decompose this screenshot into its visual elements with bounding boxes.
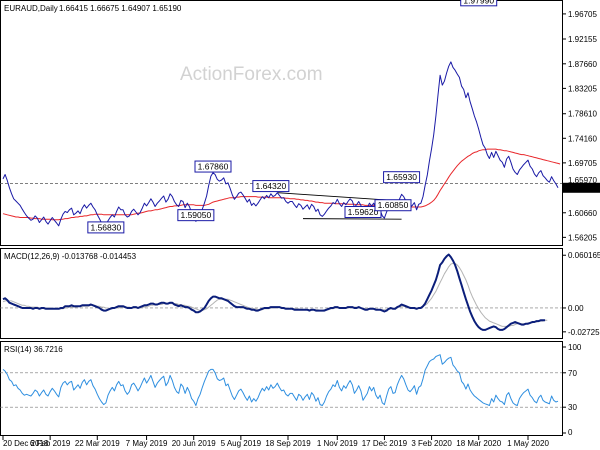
- macd-title: MACD(12,26,9) -0.013768 -0.014453: [4, 252, 137, 261]
- price-annotation-box: [252, 180, 290, 193]
- rsi-title: RSI(14) 36.7216: [4, 345, 63, 354]
- rsi-y-tick-label: 100: [568, 343, 582, 352]
- rsi-y-tick-label: 70: [568, 369, 577, 378]
- time-tick-label: 3 Feb 2020: [411, 439, 452, 448]
- price-panel: ActionForex.com EURAUD,Daily 1.66415 1.6…: [0, 0, 600, 246]
- price-y-tick-label: 1.60660: [568, 209, 597, 218]
- macd-marks: [0, 253, 562, 331]
- price-annotation-box: [194, 160, 232, 173]
- time-tick-label: 6 Feb 2019: [30, 439, 71, 448]
- price-annotation: 1.67860: [194, 160, 232, 173]
- rsi-y-tick-label: 0: [568, 428, 573, 437]
- price-annotation-text: 1.60850: [378, 200, 409, 210]
- price-annotation-text: 1.64320: [255, 181, 286, 191]
- price-y-tick-label: 1.96705: [568, 10, 597, 19]
- time-tick-label: 1 Nov 2019: [317, 439, 358, 448]
- price-annotation-text: 1.56830: [90, 222, 121, 232]
- price-panel-frame: [0, 0, 563, 246]
- rsi-y-tick-label: 30: [568, 403, 577, 412]
- price-annotation-box: [344, 206, 382, 219]
- time-tick-label: 20 Dec 2018: [3, 439, 49, 448]
- price-annotation: 1.59050: [177, 209, 215, 222]
- macd-y-tick-label: 0.00: [568, 304, 584, 313]
- watermark: ActionForex.com: [180, 64, 323, 85]
- time-tick-label: 5 Aug 2019: [221, 439, 262, 448]
- price-annotation: 1.59620: [344, 206, 382, 219]
- time-tick-label: 18 Sep 2019: [265, 439, 311, 448]
- rsi-y-axis: 100 70 30 0: [562, 343, 582, 437]
- price-annotation: 1.97990: [460, 0, 498, 7]
- rsi-line: [2, 354, 559, 406]
- price-annotation-box: [460, 0, 498, 7]
- price-annotation-box: [177, 209, 215, 222]
- price-annotation-text: 1.67860: [198, 162, 229, 172]
- price-marks: 1.97990 1.67860 1.64320 1.65930 1.59050 1.596…: [0, 0, 562, 234]
- rsi-panel-frame: [0, 341, 563, 436]
- price-annotation-text: 1.59620: [348, 207, 379, 217]
- price-y-tick-label: 1.92155: [568, 35, 597, 44]
- macd-panel-frame: [0, 248, 563, 339]
- price-annotation-box: [87, 221, 125, 234]
- time-tick-label: 18 Mar 2020: [456, 439, 501, 448]
- rsi-panel: RSI(14) 36.7216 100 70 30 0: [0, 341, 582, 437]
- price-annotation-text: 1.59050: [180, 210, 211, 220]
- time-tick-label: 22 Mar 2019: [75, 439, 120, 448]
- price-annotation: 1.60850: [374, 199, 412, 212]
- price-annotation-text: 1.65930: [386, 172, 417, 182]
- time-tick-label: 20 Jun 2019: [172, 439, 217, 448]
- price-y-tick-label: 1.69705: [568, 159, 597, 168]
- price-y-tick-label: 1.56205: [568, 233, 597, 242]
- time-tick-label: 17 Dec 2019: [362, 439, 408, 448]
- price-annotation: 1.56830: [87, 221, 125, 234]
- price-annotation-text: 1.97990: [463, 0, 494, 5]
- macd-y-axis: 0.060165 0.00 -0.02725: [562, 251, 600, 337]
- price-title: EURAUD,Daily: [4, 4, 58, 13]
- time-tick-label: 1 May 2020: [507, 439, 549, 448]
- macd-panel: MACD(12,26,9) -0.013768 -0.014453 0.0601…: [0, 248, 600, 339]
- right-label-current: 1.65190: [568, 184, 597, 193]
- price-y-tick-label: 1.83205: [568, 84, 597, 93]
- right-label-upper: 1.65970: [568, 176, 597, 185]
- price-y-tick-label: 1.87660: [568, 60, 597, 69]
- price-annotation-box: [374, 199, 412, 212]
- price-annotation: 1.65930: [383, 171, 421, 184]
- price-annotation: 1.64320: [252, 180, 290, 193]
- ohlc-readout: 1.66415 1.66675 1.64907 1.65190: [59, 4, 182, 13]
- price-y-tick-label: 1.74160: [568, 134, 597, 143]
- price-line: [2, 61, 559, 227]
- trendline-1: [302, 218, 402, 220]
- price-y-tick-label: 1.78610: [568, 110, 597, 119]
- macd-line: [2, 253, 546, 331]
- rsi-marks: [0, 354, 562, 408]
- price-annotation-box: [383, 171, 421, 184]
- macd-y-tick-label: -0.02725: [568, 328, 600, 337]
- time-tick-label: 7 May 2019: [126, 439, 168, 448]
- current-price-box: [563, 182, 600, 193]
- price-y-axis: 1.96705 1.92155 1.87660 1.83205 1.78610 1.741…: [562, 10, 600, 242]
- macd-y-tick-label: 0.060165: [568, 251, 600, 260]
